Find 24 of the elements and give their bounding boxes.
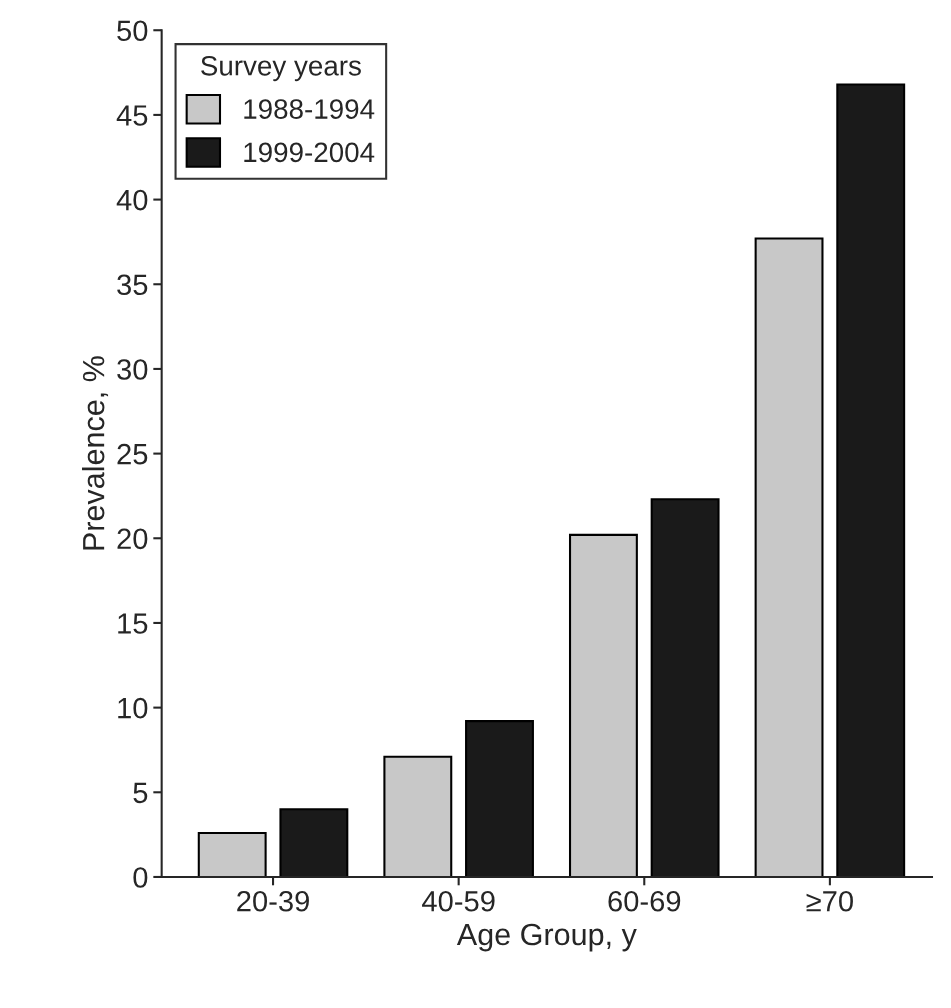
bar [383,755,453,877]
legend-label: 1988-1994 [244,99,375,119]
y-tick-label: 25 [117,443,148,465]
y-tick-label: 5 [133,782,148,804]
y-tick-label: 15 [118,613,148,634]
y-tick-label: 10 [118,697,148,719]
legend-title: Survey years [201,55,361,82]
x-axis-title: Age Group, y [456,923,637,952]
y-axis-title: Prevalence, % [82,356,109,550]
y-tick-label: 0 [133,867,148,888]
bar [568,533,638,877]
y-tick-label: 35 [117,274,148,296]
x-tick-label: ≥70 [806,890,853,912]
bar [197,831,267,877]
x-tick-label: 60-69 [608,890,681,912]
y-tick-label: 50 [117,20,148,42]
x-tick-label: 40-59 [422,890,495,912]
x-tick-label: 20-39 [237,890,309,912]
y-tick-label: 40 [116,189,148,211]
bar [754,237,824,877]
y-tick-label: 45 [116,105,148,126]
y-tick-label: 30 [117,359,148,380]
y-tick-label: 20 [117,528,148,550]
legend-label: 1999-2004 [244,142,375,163]
